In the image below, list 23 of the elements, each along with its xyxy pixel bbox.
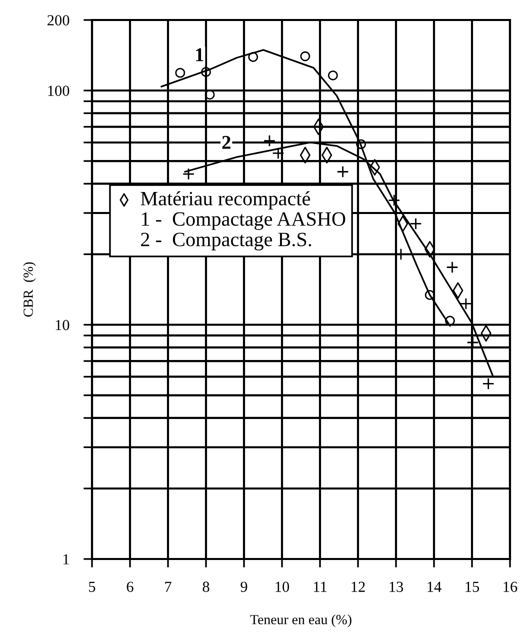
x-tick-label: 10 [276, 582, 290, 592]
x-tick-label: 14 [428, 582, 442, 592]
annotation: 1 - Compactage AASHO [142, 212, 346, 230]
x-tick-label: 9 [240, 582, 248, 592]
x-tick-label: 6 [126, 582, 134, 592]
y-tick-label: 100 [48, 86, 70, 96]
x-tick-label: 5 [89, 582, 96, 592]
x-axis-title: Teneur en eau (%) [250, 614, 352, 628]
x-tick-label: 7 [165, 582, 172, 592]
x-tick-label: 11 [314, 582, 326, 592]
legend-label: Matériau recompacté [140, 191, 310, 210]
x-tick-label: 8 [202, 582, 210, 592]
annotation: 1 [196, 48, 204, 62]
y-axis-title: CBR (%) [23, 262, 36, 317]
y-tick-label: 200 [48, 15, 70, 26]
annotation: 2 [222, 136, 230, 149]
x-tick-label: 16 [504, 582, 518, 592]
x-tick-label: 12 [352, 582, 365, 592]
y-tick-label: 1 [63, 554, 69, 564]
x-tick-label: 13 [390, 582, 404, 592]
x-tick-label: 15 [466, 582, 480, 592]
annotation: 2 - Compactage B.S. [141, 232, 312, 250]
y-tick-label: 10 [56, 320, 70, 330]
